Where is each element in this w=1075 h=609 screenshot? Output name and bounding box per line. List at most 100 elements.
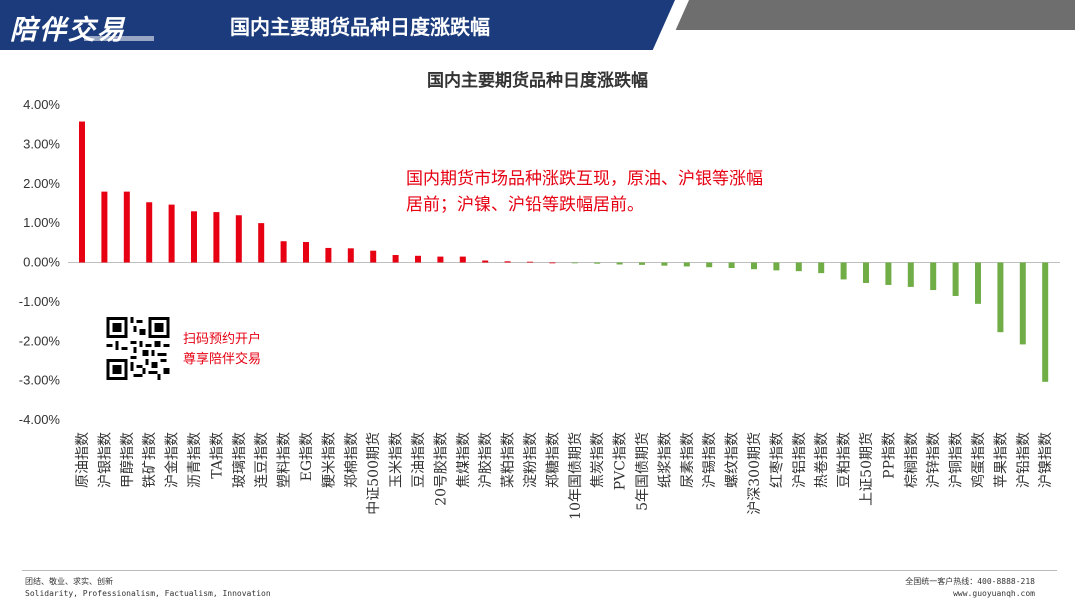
x-category-label: 连豆指数	[254, 432, 270, 488]
bar-棕榈指数	[907, 262, 914, 287]
x-category-label: 郑糖指数	[545, 432, 561, 488]
x-category-label: 热卷指数	[814, 432, 830, 488]
y-tick-label: 0.00%	[23, 255, 60, 270]
qr-caption-line-1: 扫码预约开户	[183, 332, 262, 347]
bar-玉米指数	[392, 255, 399, 263]
footer-motto-en: Solidarity, Professionalism, Factualism,…	[25, 589, 271, 598]
bar-沪胶指数	[482, 260, 489, 263]
x-category-label: 焦炭指数	[590, 432, 606, 488]
x-category-label: 沪铜指数	[949, 432, 965, 488]
bar-淀粉指数	[527, 261, 533, 263]
x-category-label: 沥青指数	[187, 432, 203, 488]
y-tick-label: 1.00%	[23, 215, 60, 230]
x-category-label: TA指数	[209, 432, 225, 479]
x-category-label: 尿素指数	[680, 432, 696, 488]
page-title: 国内主要期货品种日度涨跌幅	[230, 15, 490, 39]
y-tick-label: -4.00%	[19, 412, 61, 427]
x-category-label: 塑料指数	[277, 432, 293, 488]
footer-website[interactable]: www.guoyuanqh.com	[953, 589, 1035, 598]
x-category-label: 沪铅指数	[1016, 432, 1032, 488]
x-category-label: 沪金指数	[165, 432, 181, 488]
x-category-label: 上证50期货	[858, 432, 875, 506]
x-category-label: 豆油指数	[411, 432, 427, 488]
y-tick-label: -2.00%	[19, 333, 61, 348]
bar-纸浆指数	[661, 262, 668, 266]
x-category-label: 铁矿指数	[142, 432, 158, 488]
bar-连豆指数	[258, 223, 265, 263]
qr-caption: 扫码预约开户 尊享陪伴交易	[183, 330, 261, 370]
x-category-label: 螺纹指数	[725, 432, 741, 488]
y-tick-label: 3.00%	[23, 136, 60, 151]
qr-code-icon[interactable]	[105, 317, 171, 380]
x-category-label: EG指数	[299, 432, 315, 481]
x-category-label: 淀粉指数	[523, 432, 539, 488]
footer-motto-cn: 团结、敬业、求实、创新	[25, 577, 113, 586]
bar-沪金指数	[168, 204, 175, 263]
x-category-label: 鸡蛋指数	[970, 432, 987, 488]
y-tick-label: 2.00%	[23, 176, 60, 191]
x-category-label: 焦煤指数	[456, 432, 472, 488]
bar-沪铜指数	[952, 262, 959, 296]
x-category-label: 棕榈指数	[904, 432, 920, 488]
bar-PVC指数	[616, 262, 623, 265]
x-category-label: PVC指数	[613, 432, 629, 490]
x-category-label: 沪胶指数	[477, 432, 494, 488]
x-category-label: 沪镍指数	[1038, 432, 1054, 488]
x-category-label: 豆粕指数	[837, 432, 853, 488]
chart-annotation: 国内期货市场品种涨跌互现，原油、沪银等涨幅 居前；沪镍、沪铅等跌幅居前。	[406, 166, 846, 218]
bar-塑料指数	[280, 241, 287, 263]
logo-underline	[84, 36, 154, 41]
bar-上证50期货	[863, 262, 869, 283]
bar-5年国债期货	[639, 262, 645, 265]
bar-沥青指数	[191, 211, 197, 263]
bar-沪深300期货	[751, 262, 757, 270]
logo: 陪伴交易	[4, 4, 164, 46]
x-category-label: 粳米指数	[321, 432, 337, 488]
bar-沪镍指数	[1042, 262, 1049, 382]
x-category-label: 5年国债期货	[634, 432, 651, 511]
x-category-label: 沪锡指数	[702, 432, 718, 488]
y-tick-label: -3.00%	[19, 373, 61, 388]
footer-motto: 团结、敬业、求实、创新 Solidarity, Professionalism,…	[25, 576, 271, 600]
x-category-label: 玉米指数	[389, 432, 405, 488]
x-category-label: 玻璃指数	[231, 432, 248, 488]
x-category-label: 郑棉指数	[343, 432, 360, 488]
x-category-label: 菜粕指数	[501, 432, 517, 488]
bar-豆油指数	[415, 255, 421, 263]
bar-铁矿指数	[146, 202, 153, 263]
y-tick-label: -1.00%	[19, 294, 61, 309]
bar-沪锌指数	[930, 262, 937, 291]
footer-divider	[22, 570, 1057, 571]
x-category-label: 沪深300期货	[746, 432, 763, 515]
bar-粳米指数	[325, 247, 332, 263]
bar-郑棉指数	[347, 248, 354, 263]
bar-玻璃指数	[235, 215, 242, 263]
bar-20号胶指数	[437, 256, 444, 263]
bar-尿素指数	[683, 262, 690, 267]
x-category-label: 20号胶指数	[432, 432, 449, 506]
x-category-label: 沪铝指数	[792, 432, 808, 488]
bar-中证500期货	[370, 250, 377, 263]
x-category-label: PP指数	[881, 432, 897, 479]
bar-沪铝指数	[795, 262, 802, 272]
bar-菜粕指数	[504, 261, 511, 263]
bar-TA指数	[213, 212, 220, 263]
bar-焦煤指数	[459, 256, 466, 263]
bar-原油指数	[79, 121, 85, 263]
bar-EG指数	[303, 242, 309, 263]
x-category-label: 苹果指数	[993, 432, 1009, 488]
bar-热卷指数	[818, 262, 825, 274]
x-category-label: 沪银指数	[97, 432, 113, 488]
bar-鸡蛋指数	[975, 262, 981, 304]
x-category-label: 纸浆指数	[657, 432, 673, 488]
x-category-label: 红枣指数	[769, 432, 785, 488]
x-category-label: 中证500期货	[365, 432, 382, 515]
y-tick-label: 4.00%	[23, 97, 60, 112]
bar-沪铅指数	[1019, 262, 1026, 345]
bar-10年国债期货	[571, 262, 578, 264]
footer-contact: 全国统一客户热线：400-8888-218 www.guoyuanqh.com	[905, 576, 1035, 600]
qr-caption-line-2: 尊享陪伴交易	[183, 352, 262, 367]
x-category-label: 10年国债期货	[567, 432, 584, 520]
bar-沪锡指数	[706, 262, 713, 268]
